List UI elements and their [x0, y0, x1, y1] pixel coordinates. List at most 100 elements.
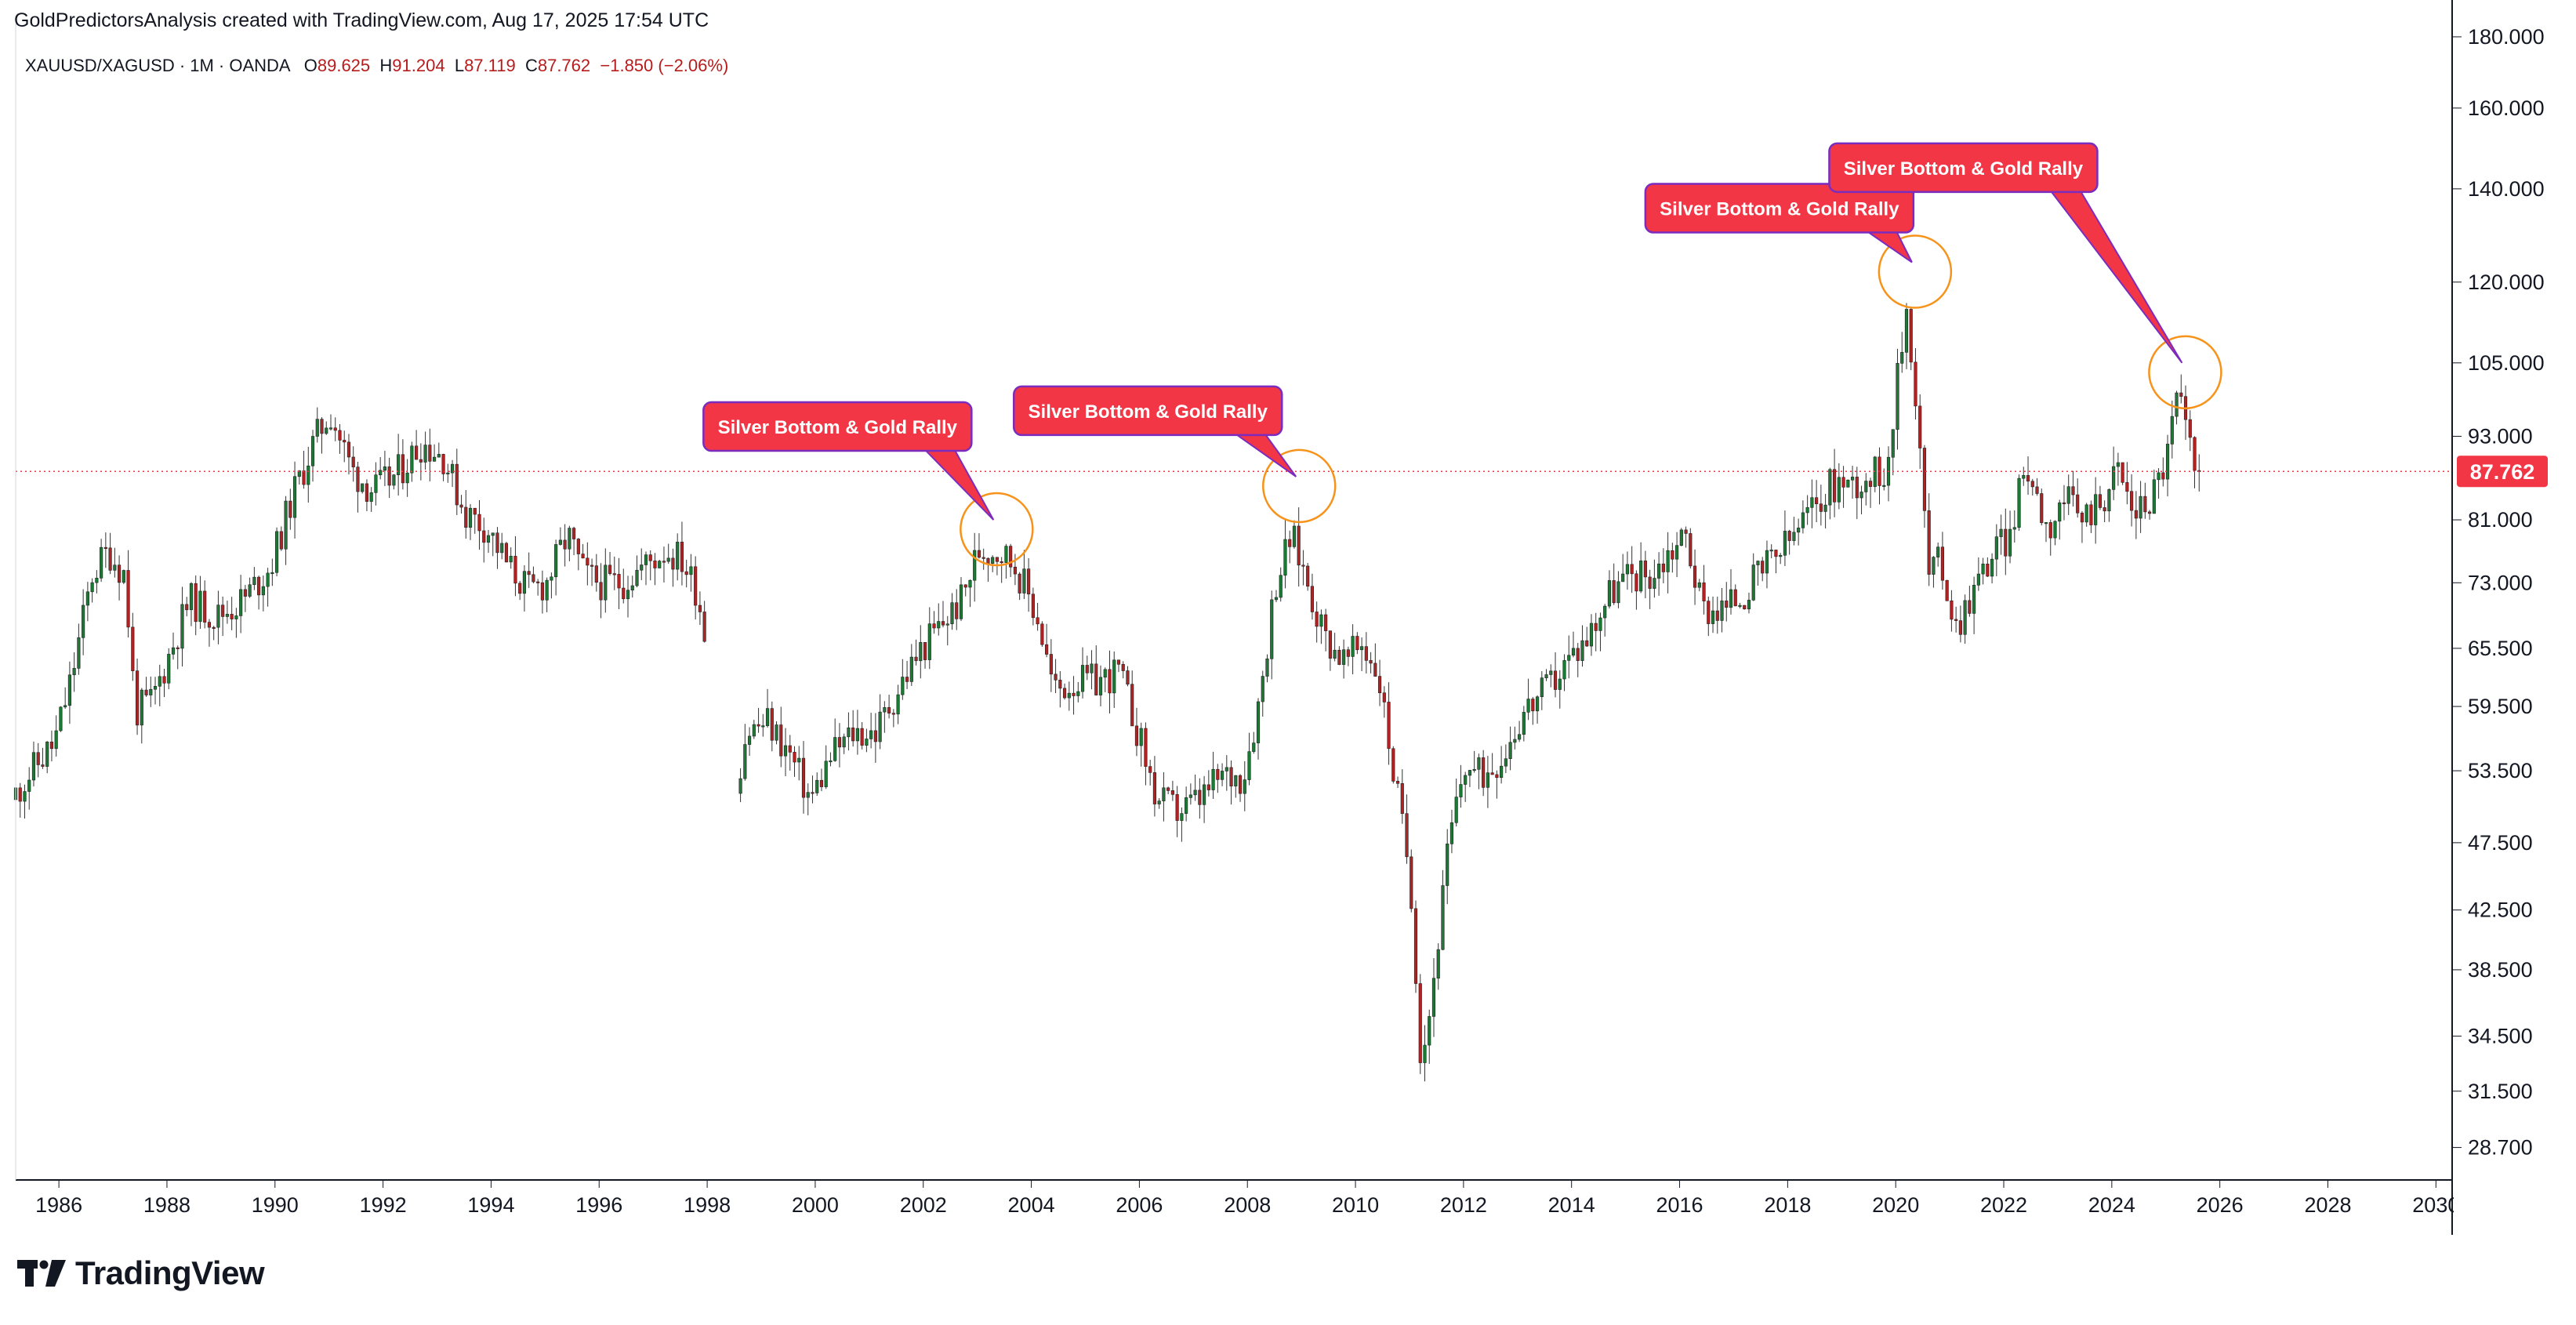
candle-body — [1477, 757, 1481, 770]
candle-body — [676, 542, 680, 570]
candle-body — [1769, 550, 1773, 552]
candle-body — [1247, 751, 1251, 780]
candle-body — [1950, 601, 1954, 620]
symbol-label[interactable]: XAUUSD/XAGUSD · 1M · OANDA — [25, 56, 290, 75]
candle-body — [23, 791, 27, 802]
candle-body — [1725, 601, 1729, 608]
candle-body — [604, 564, 608, 601]
candle-body — [644, 554, 648, 565]
close-value: 87.762 — [537, 56, 591, 75]
candle-body — [1369, 660, 1373, 664]
y-tick-label: 81.000 — [2468, 508, 2533, 532]
x-tick-label: 1994 — [467, 1193, 514, 1217]
candle-body — [1090, 663, 1094, 673]
candle-body — [806, 792, 810, 798]
candle-body — [77, 637, 81, 669]
candle-body — [968, 579, 972, 588]
candle-body — [869, 730, 873, 739]
candle-body — [1833, 469, 1837, 503]
candle-body — [2175, 392, 2179, 417]
candle-body — [18, 787, 22, 802]
candle-body — [486, 535, 491, 543]
candle-body — [1999, 528, 2003, 537]
candle-body — [504, 543, 509, 563]
candle-body — [1103, 669, 1107, 678]
candle-body — [873, 730, 877, 742]
candle-body — [1841, 477, 1845, 488]
candle-body — [1743, 604, 1747, 610]
candle-body — [477, 514, 481, 532]
candle-body — [981, 557, 985, 559]
candle-body — [108, 547, 112, 571]
candle-body — [149, 688, 153, 695]
candle-body — [599, 582, 603, 601]
callout-pointer — [1863, 230, 1913, 263]
candle-body — [2139, 496, 2142, 519]
candle-body — [1697, 582, 1701, 588]
candle-body — [941, 621, 945, 626]
candle-body — [72, 668, 76, 676]
highlight-circle — [2148, 335, 2222, 410]
candle-body — [248, 584, 252, 597]
candle-body — [320, 419, 324, 434]
x-tick-label: 2020 — [1872, 1193, 1919, 1217]
candle-body — [1751, 564, 1755, 601]
candle-body — [1666, 550, 1670, 572]
candle-body — [1922, 448, 1927, 511]
candle-body — [522, 571, 527, 594]
candle-body — [1431, 978, 1436, 1017]
candle-body — [1801, 512, 1805, 528]
callout-pointer — [2048, 189, 2183, 364]
candle-body — [658, 561, 662, 568]
candle-body — [180, 604, 184, 649]
callout-label: Silver Bottom & Gold Rally — [1844, 158, 2084, 180]
x-tick-label: 2022 — [1980, 1193, 2027, 1217]
candle-body — [1558, 678, 1562, 690]
candle-body — [1162, 787, 1166, 801]
candle-body — [770, 708, 774, 741]
candle-body — [140, 689, 143, 726]
candle-body — [1270, 599, 1274, 659]
candle-body — [1004, 546, 1008, 563]
candle-body — [811, 792, 815, 794]
candle-body — [428, 445, 432, 462]
candle-body — [1256, 701, 1261, 743]
candle-body — [1310, 586, 1315, 612]
candle-body — [1733, 589, 1737, 607]
candle-body — [1301, 564, 1305, 567]
candle-body — [135, 670, 140, 726]
candle-body — [2098, 494, 2102, 508]
candle-body — [1621, 573, 1625, 583]
candle-body — [2116, 462, 2120, 467]
candle-body — [950, 602, 954, 625]
candle-body — [482, 530, 486, 543]
highlight-circle — [1262, 448, 1337, 524]
y-tick-label: 65.500 — [2468, 637, 2533, 660]
candle-body — [2084, 504, 2088, 523]
candle-body — [1904, 309, 1909, 353]
candle-body — [41, 764, 45, 767]
x-tick-label: 2012 — [1440, 1193, 1487, 1217]
candle-body — [1175, 794, 1179, 821]
candle-body — [243, 589, 247, 597]
y-tick-label: 53.500 — [2468, 759, 2533, 782]
candle-body — [1981, 563, 1985, 575]
candle-body — [392, 474, 396, 486]
candle-body — [1418, 983, 1422, 1063]
candle-body — [662, 561, 666, 563]
candle-body — [963, 584, 967, 588]
callout-label: Silver Bottom & Gold Rally — [1029, 401, 1268, 423]
candle-body — [1513, 739, 1517, 743]
candle-body — [1377, 676, 1382, 693]
candle-body — [1185, 797, 1188, 814]
candle-body — [1625, 564, 1630, 575]
tradingview-logo[interactable]: TradingView — [17, 1254, 265, 1292]
candle-body — [2026, 475, 2030, 482]
candle-body — [207, 622, 212, 628]
candle-body — [1945, 579, 1949, 601]
candle-body — [1972, 585, 1976, 614]
candle-body — [2107, 489, 2111, 512]
candle-body — [626, 590, 630, 600]
candle-body — [1130, 684, 1134, 727]
